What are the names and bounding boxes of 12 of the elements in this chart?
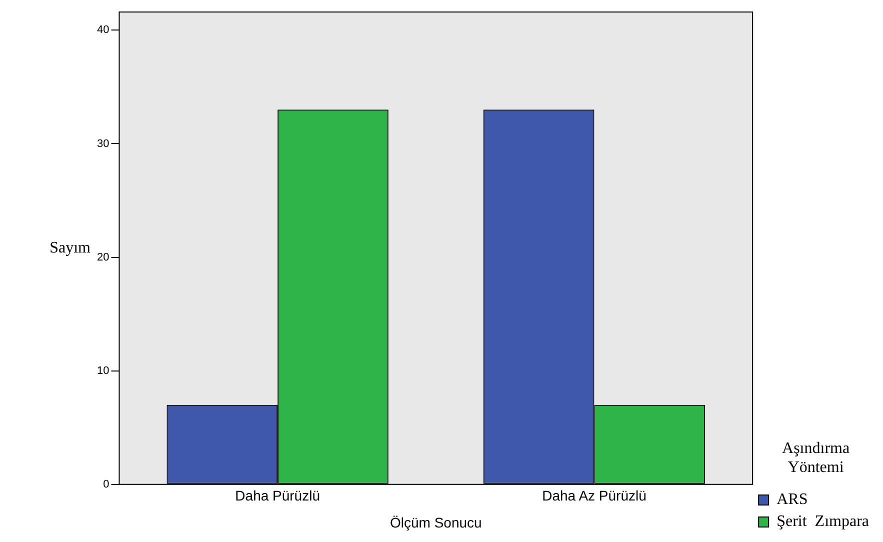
y-tick-label: 40: [96, 24, 110, 36]
y-tick-label: 10: [96, 364, 110, 377]
x-axis-title: Ölçüm Sonucu: [390, 514, 482, 530]
x-tick-label: Daha Az Pürüzlü: [542, 488, 646, 504]
y-tick-label: 20: [96, 251, 110, 264]
legend-label: ARS: [776, 491, 808, 508]
y-tick-label: 0: [103, 478, 110, 490]
legend-label: Şerit Zımpara: [776, 513, 870, 530]
legend-title: Aşındırma Yöntemi: [782, 440, 850, 476]
y-tick-label: 30: [96, 138, 110, 150]
x-tick-label: Daha Pürüzlü: [235, 488, 320, 504]
y-axis-title: Sayım: [50, 239, 91, 256]
